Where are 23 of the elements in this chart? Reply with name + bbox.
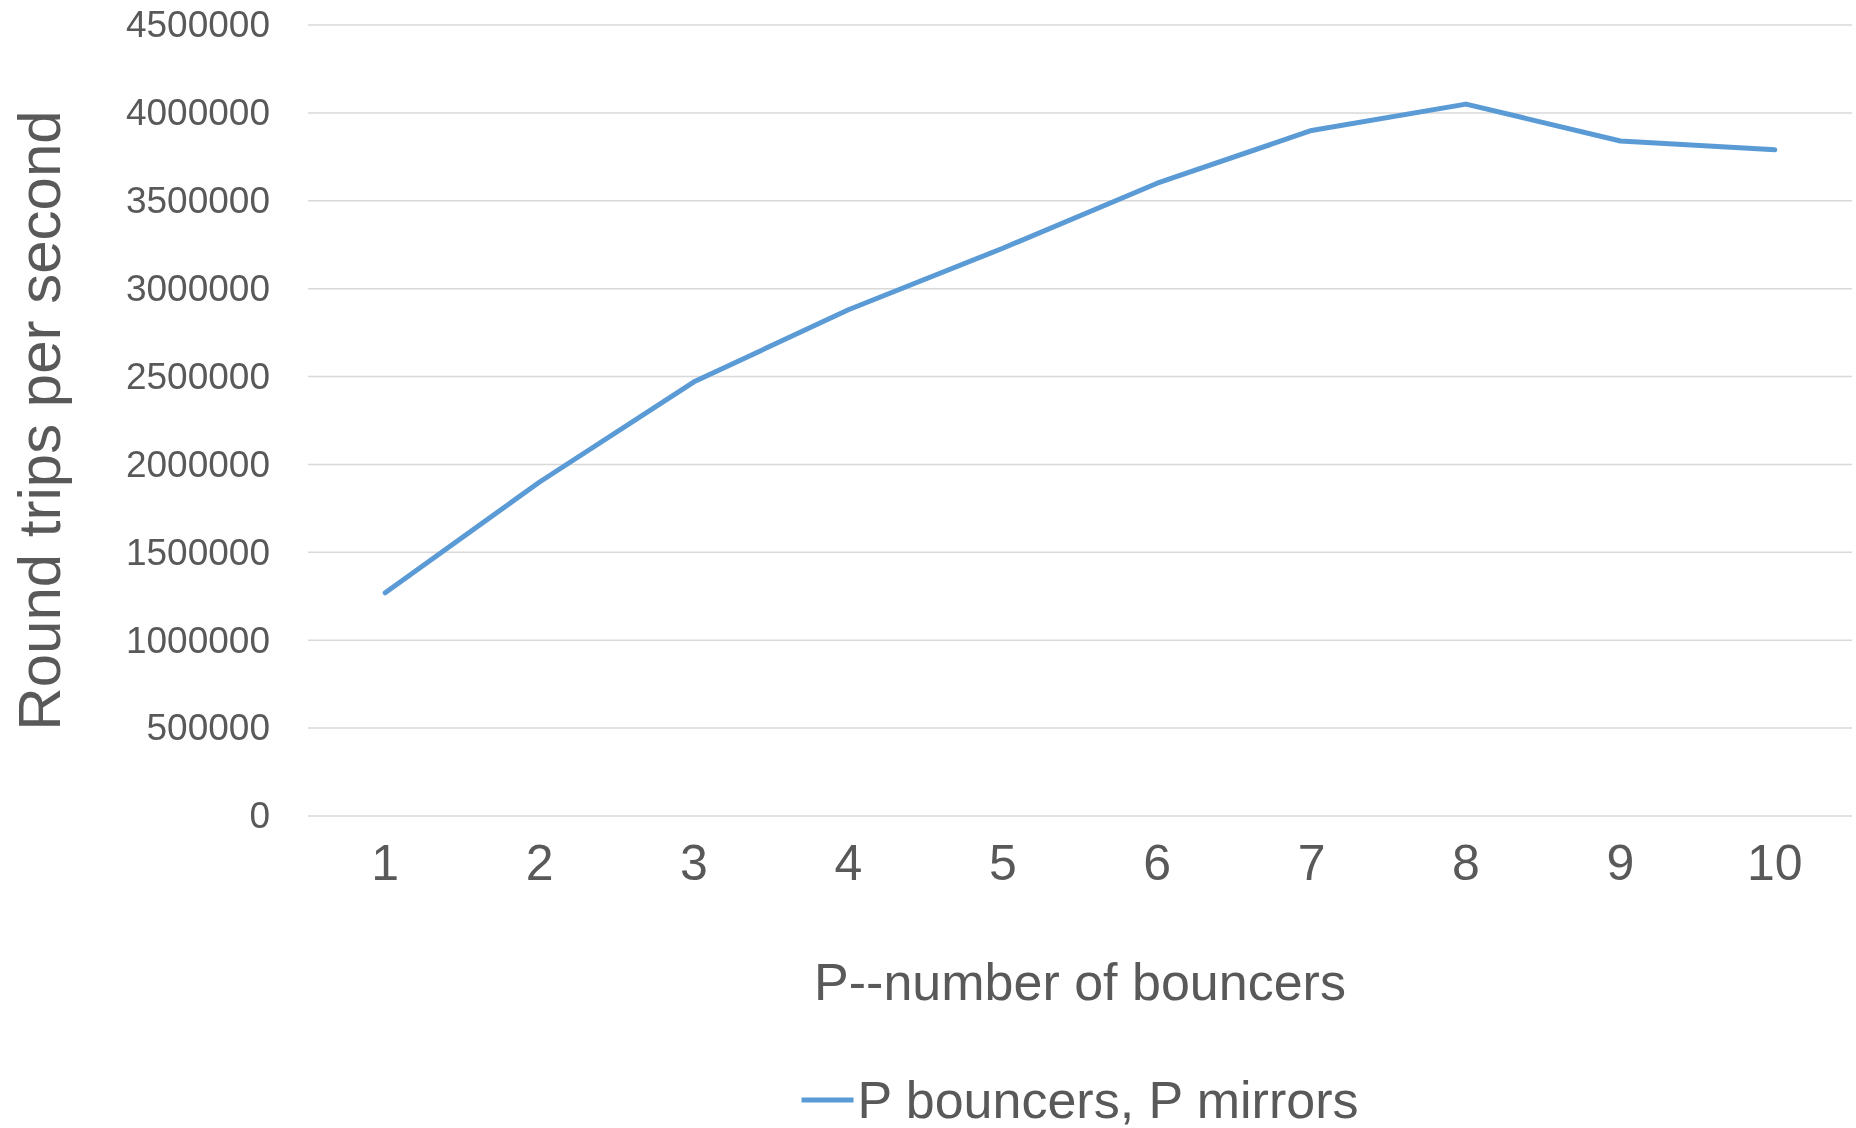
x-tick-label: 7 [1297, 834, 1326, 891]
x-tick-label: 2 [525, 834, 554, 891]
legend-label: P bouncers, P mirrors [857, 1071, 1359, 1128]
y-tick-label: 3500000 [125, 180, 270, 222]
y-axis-title: Round trips per second [6, 110, 73, 731]
y-tick-label: 3000000 [125, 268, 270, 310]
x-tick-label: 9 [1606, 834, 1635, 891]
y-tick-label: 4000000 [125, 92, 270, 134]
x-tick-label: 10 [1746, 834, 1803, 891]
x-tick-label: 3 [680, 834, 708, 891]
y-tick-label: 1500000 [125, 531, 270, 573]
x-tick-label: 6 [1143, 834, 1172, 891]
y-tick-label: 4500000 [125, 4, 270, 46]
x-tick-label: 8 [1452, 834, 1480, 891]
x-tick-label: 4 [834, 834, 863, 891]
x-tick-label: 5 [988, 834, 1017, 891]
x-tick-label: 1 [371, 834, 400, 891]
y-tick-label: 2000000 [125, 443, 270, 485]
y-tick-label: 1000000 [125, 619, 270, 661]
x-axis-title: P--number of bouncers [814, 953, 1346, 1011]
y-tick-label: 500000 [146, 707, 270, 749]
y-tick-label: 2500000 [125, 355, 270, 397]
y-tick-label: 0 [249, 795, 270, 837]
